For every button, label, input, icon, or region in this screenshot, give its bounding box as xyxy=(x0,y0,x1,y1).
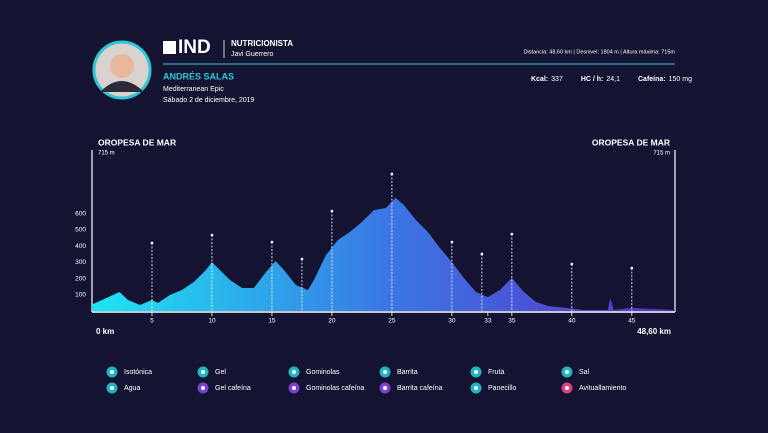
event: Mediterranean Epic xyxy=(163,86,224,93)
athlete: ANDRÉS SALAS xyxy=(163,71,234,81)
legend-label: Panecillo xyxy=(488,385,517,392)
x-tick-label: 5 xyxy=(150,318,154,325)
x-tick-label: 25 xyxy=(388,318,396,325)
stop-dot xyxy=(630,266,634,270)
stop-dot xyxy=(150,241,154,245)
legend-icon-glyph xyxy=(201,370,205,374)
y-tick-label: 600 xyxy=(75,211,86,218)
date: Sábado 2 de diciembre, 2019 xyxy=(163,97,255,104)
metric-label: Kcal: xyxy=(531,76,548,83)
stop-dot xyxy=(450,240,454,244)
role: NUTRICIONISTA xyxy=(231,39,293,48)
metric-value: 24,1 xyxy=(606,76,620,83)
x-tick-label: 10 xyxy=(208,318,216,325)
start-name: OROPESA DE MAR xyxy=(98,137,176,147)
y-tick-label: 100 xyxy=(75,292,86,299)
x-tick-label: 45 xyxy=(628,318,636,325)
legend-icon-glyph xyxy=(201,386,205,390)
x-start-label: 0 km xyxy=(96,327,114,336)
legend-icon-glyph xyxy=(474,386,478,390)
legend-icon-glyph xyxy=(110,386,114,390)
stats: Distancia: 48,60 km | Desnivel: 1804 m |… xyxy=(524,49,676,55)
y-tick-label: 400 xyxy=(75,243,86,250)
legend-icon-glyph xyxy=(565,386,569,390)
stop-dot xyxy=(270,240,274,244)
x-tick-label: 20 xyxy=(328,318,336,325)
x-tick-label: 33 xyxy=(484,318,492,325)
x-tick-label: 40 xyxy=(568,318,576,325)
x-end-label: 48,60 km xyxy=(637,327,671,336)
x-tick-label: 35 xyxy=(508,318,516,325)
stop-dot xyxy=(570,262,574,266)
metric-value: 337 xyxy=(551,76,563,83)
legend-label: Avituallamiento xyxy=(579,385,626,392)
stop-dot xyxy=(300,257,304,261)
metric-label: Cafeína: xyxy=(638,76,666,83)
x-tick-label: 30 xyxy=(448,318,456,325)
legend-label: Gel cafeína xyxy=(215,385,251,392)
legend-icon-glyph xyxy=(110,370,114,374)
legend-icon-glyph xyxy=(474,370,478,374)
stop-dot xyxy=(330,209,334,213)
avatar-face xyxy=(110,54,134,78)
legend-label: Barrita cafeína xyxy=(397,385,443,392)
legend-label: Fruta xyxy=(488,369,504,376)
end-name: OROPESA DE MAR xyxy=(592,137,670,147)
y-tick-label: 200 xyxy=(75,275,86,282)
legend-icon-glyph xyxy=(292,370,296,374)
y-tick-label: 500 xyxy=(75,227,86,234)
legend-icon-glyph xyxy=(383,386,387,390)
legend-icon-glyph xyxy=(292,386,296,390)
nutritionist: Javi Guerrero xyxy=(231,51,274,58)
legend-icon-glyph xyxy=(383,370,387,374)
metric-value: 150 mg xyxy=(669,76,692,83)
legend-icon-glyph xyxy=(565,370,569,374)
avatar-body xyxy=(100,81,144,92)
stop-dot xyxy=(480,252,484,256)
x-tick-label: 15 xyxy=(268,318,276,325)
stop-dot xyxy=(210,233,214,237)
legend-label: Agua xyxy=(124,385,140,392)
stop-dot xyxy=(510,232,514,236)
logo-icon xyxy=(163,41,176,54)
legend-label: Gel xyxy=(215,369,226,376)
elevation-area xyxy=(92,197,675,311)
stop-dot xyxy=(390,172,394,176)
legend-label: Gominolas cafeína xyxy=(306,385,364,392)
legend-label: Isotónica xyxy=(124,369,152,376)
end-elevation: 715 m xyxy=(653,151,670,157)
logo: IND xyxy=(178,37,211,58)
legend-label: Sal xyxy=(579,369,590,376)
metric-label: HC / h: xyxy=(581,76,604,83)
start-elevation: 715 m xyxy=(98,151,115,157)
y-tick-label: 300 xyxy=(75,259,86,266)
legend-label: Gominolas xyxy=(306,369,340,376)
legend-label: Barrita xyxy=(397,369,418,376)
